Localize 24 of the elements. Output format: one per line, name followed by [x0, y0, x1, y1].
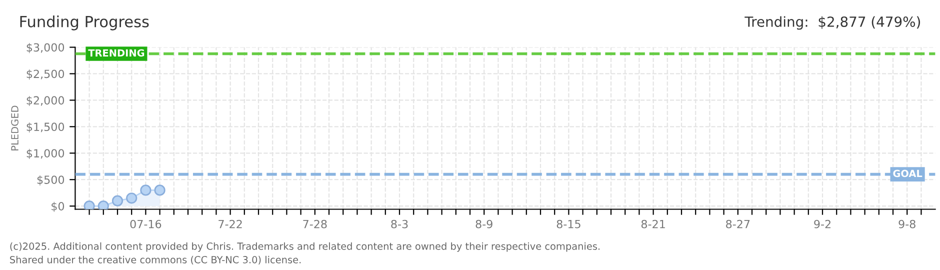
x-tick-label: 9-2	[814, 220, 830, 228]
x-tick-label: 07-16	[130, 220, 162, 228]
text: Shared under the creative commons (CC BY-NC 3.0) license.	[10, 256, 301, 265]
x-tick-label: 8-21	[641, 220, 665, 228]
y-tick-label: $2,000	[26, 96, 64, 106]
text: Trending: $2,877 (479%)	[744, 16, 920, 30]
x-tick-label: 8-27	[726, 220, 750, 228]
text: (c)2025. Additional content provided by Chris. Trademarks and related content are owned by their respective companies.	[10, 242, 600, 252]
y-tick-label: $0	[52, 202, 64, 212]
y-tick-label: $500	[37, 175, 64, 186]
x-tick-label: 8-3	[391, 220, 408, 228]
x-tick-label: 9-8	[898, 220, 916, 228]
y-tick-label: $2,500	[26, 70, 64, 80]
chart-title: Funding Progress	[20, 16, 149, 30]
ref-line-label: TRENDING	[88, 49, 144, 57]
ref-line-label: GOAL	[893, 170, 922, 178]
x-tick-label: 7-22	[218, 220, 242, 228]
y-axis-title: PLEDGED	[11, 106, 18, 150]
x-tick-label: 8-9	[476, 220, 492, 228]
y-tick-label: $3,000	[26, 43, 64, 54]
x-tick-label: 8-15	[556, 220, 580, 228]
y-tick-label: $1,000	[26, 148, 64, 159]
y-tick-label: $1,500	[26, 122, 64, 133]
x-tick-label: 7-28	[303, 220, 327, 228]
